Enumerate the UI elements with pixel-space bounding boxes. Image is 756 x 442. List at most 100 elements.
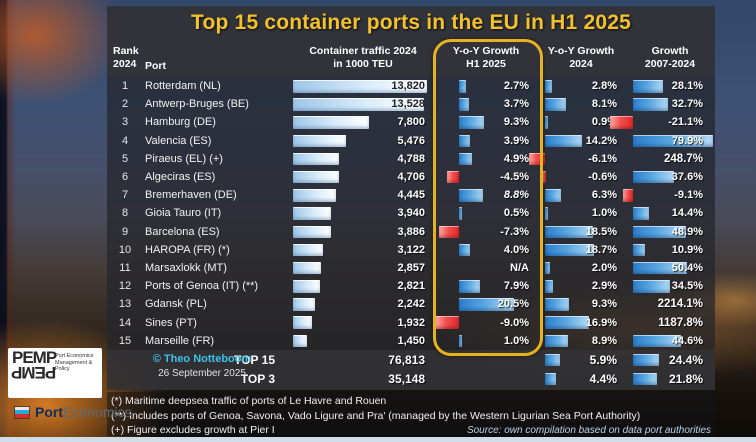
growth-value: 20.5%	[497, 298, 529, 311]
growth-value: 1187.8%	[658, 316, 703, 329]
traffic-cell: 1,450	[291, 332, 435, 350]
traffic-bar	[293, 280, 321, 293]
summary-growth-2024-cell: 4.4%	[537, 370, 625, 389]
negative-growth-bar	[434, 316, 459, 329]
growth-value: 4.0%	[503, 243, 529, 256]
growth-2007-2024-cell: 34.5%	[625, 277, 715, 295]
growth-value: 9.3%	[503, 116, 529, 129]
h1-growth-cell: 4.0%	[435, 241, 537, 259]
positive-growth-bar	[633, 261, 688, 275]
growth-value: 3.7%	[503, 98, 529, 111]
growth-2007-2024-cell: -21.1%	[610, 113, 715, 131]
positive-growth-bar	[633, 334, 682, 348]
growth-value: 14.4%	[671, 207, 703, 220]
traffic-value: 3,886	[397, 225, 425, 238]
growth-2007-2024-cell: 2214.1%	[625, 295, 715, 313]
growth-2007-2024-cell: 37.6%	[625, 168, 715, 186]
positive-growth-bar	[545, 207, 548, 220]
growth-value: 4.4%	[589, 372, 617, 387]
growth-2007-2024-cell: 79.9%	[625, 132, 715, 150]
summary-h1-empty-cell	[435, 370, 537, 389]
rank-cell: 15	[118, 334, 132, 347]
port-cell: Sines (PT)	[145, 316, 197, 329]
positive-growth-bar	[459, 334, 462, 348]
header-2007-2024-growth: Growth 2007-2024	[644, 45, 696, 70]
positive-growth-bar	[545, 353, 561, 367]
rank-cell: 4	[121, 134, 129, 147]
growth-2007-2024-cell: 32.7%	[625, 95, 715, 113]
traffic-bar	[293, 243, 324, 257]
positive-growth-bar	[459, 98, 469, 111]
h1-growth-cell: 7.9%	[435, 277, 537, 295]
table-row: 1 Rotterdam (NL) 13,820 2.7% 2.8% 28.1%	[107, 77, 715, 95]
h1-growth-cell: 0.5%	[435, 204, 537, 222]
table-row: 12 Ports of Genoa (IT) (**) 2,821 7.9% 2.9% 3…	[107, 277, 715, 295]
header-h1-growth: Y-o-Y Growth H1 2025	[452, 45, 520, 70]
growth-2024-cell: 16.9%	[537, 313, 625, 331]
growth-value: 44.6%	[671, 334, 703, 347]
date-label: 26 September 2025	[158, 367, 246, 379]
summary-growth-2007-2024-cell: 21.8%	[625, 370, 715, 389]
table-row: 15 Marseille (FR) 1,450 1.0% 8.9% 44.6%	[107, 332, 715, 350]
summary-label: TOP 3	[240, 372, 275, 387]
port-cell: Marsaxlokk (MT)	[145, 261, 227, 274]
positive-growth-bar	[545, 80, 553, 93]
h1-growth-cell: 2.7%	[435, 77, 537, 95]
positive-growth-bar	[633, 280, 671, 293]
positive-growth-bar	[545, 261, 551, 275]
growth-2024-cell: 14.2%	[537, 132, 625, 150]
positive-growth-bar	[545, 225, 594, 238]
porteconomics-flag-icon	[14, 405, 30, 419]
positive-growth-bar	[633, 372, 657, 386]
traffic-value: 2,242	[397, 298, 425, 311]
h1-growth-cell: 4.9%	[435, 150, 537, 168]
summary-traffic-value: 35,148	[388, 372, 425, 387]
growth-value: 248.7%	[663, 152, 703, 165]
positive-growth-bar	[545, 372, 557, 386]
positive-growth-bar	[633, 353, 660, 367]
table-row: 9 Barcelona (ES) 3,886 -7.3% 18.5% 48.9%	[107, 223, 715, 241]
traffic-cell: 7,800	[291, 113, 435, 131]
porteconomics-wordmark: PortEconomics	[35, 404, 132, 420]
growth-2007-2024-cell: 14.4%	[625, 204, 715, 222]
growth-value: -21.1%	[668, 116, 703, 129]
positive-growth-bar	[545, 316, 589, 329]
growth-value: 50.4%	[671, 261, 703, 274]
growth-value: 2.8%	[591, 80, 617, 93]
traffic-value: 4,445	[397, 189, 425, 202]
traffic-cell: 3,122	[291, 241, 435, 259]
rank-cell: 8	[121, 207, 129, 220]
port-cell: Bremerhaven (DE)	[145, 189, 237, 202]
growth-2024-cell: 1.0%	[537, 204, 625, 222]
growth-value: 32.7%	[671, 98, 703, 111]
growth-2007-2024-cell: 28.1%	[625, 77, 715, 95]
table-row: 6 Algeciras (ES) 4,706 -4.5% -0.6% 37.6%	[107, 168, 715, 186]
growth-value: 4.9%	[503, 152, 529, 165]
growth-value: 1.0%	[591, 207, 617, 220]
growth-value: 8.8%	[503, 189, 529, 202]
rank-cell: 5	[121, 152, 129, 165]
positive-growth-bar	[459, 280, 481, 293]
positive-growth-bar	[633, 243, 645, 257]
negative-growth-bar	[623, 189, 633, 202]
growth-value: 34.5%	[671, 280, 703, 293]
h1-growth-cell: 3.9%	[435, 132, 537, 150]
traffic-value: 13,820	[391, 80, 425, 93]
traffic-bar	[293, 152, 340, 166]
positive-growth-bar	[545, 334, 569, 348]
header-2024-growth: Y-o-Y Growth 2024	[547, 45, 615, 70]
rank-cell: 11	[119, 261, 131, 274]
summary-growth-2024-cell: 5.9%	[537, 351, 625, 370]
traffic-cell: 2,821	[291, 277, 435, 295]
porteconomics-logo: PortEconomics	[14, 404, 131, 420]
traffic-value: 2,857	[397, 261, 425, 274]
positive-growth-bar	[545, 134, 582, 148]
traffic-cell: 3,940	[291, 204, 435, 222]
negative-growth-bar	[446, 170, 459, 184]
positive-growth-bar	[459, 116, 485, 129]
positive-growth-bar	[633, 134, 713, 148]
port-cell: Barcelona (ES)	[145, 225, 220, 238]
growth-2024-cell: 2.8%	[537, 77, 625, 95]
table-row: 2 Antwerp-Bruges (BE) 13,528 3.7% 8.1% 32.7%	[107, 95, 715, 113]
growth-2024-cell: 18.5%	[537, 223, 625, 241]
